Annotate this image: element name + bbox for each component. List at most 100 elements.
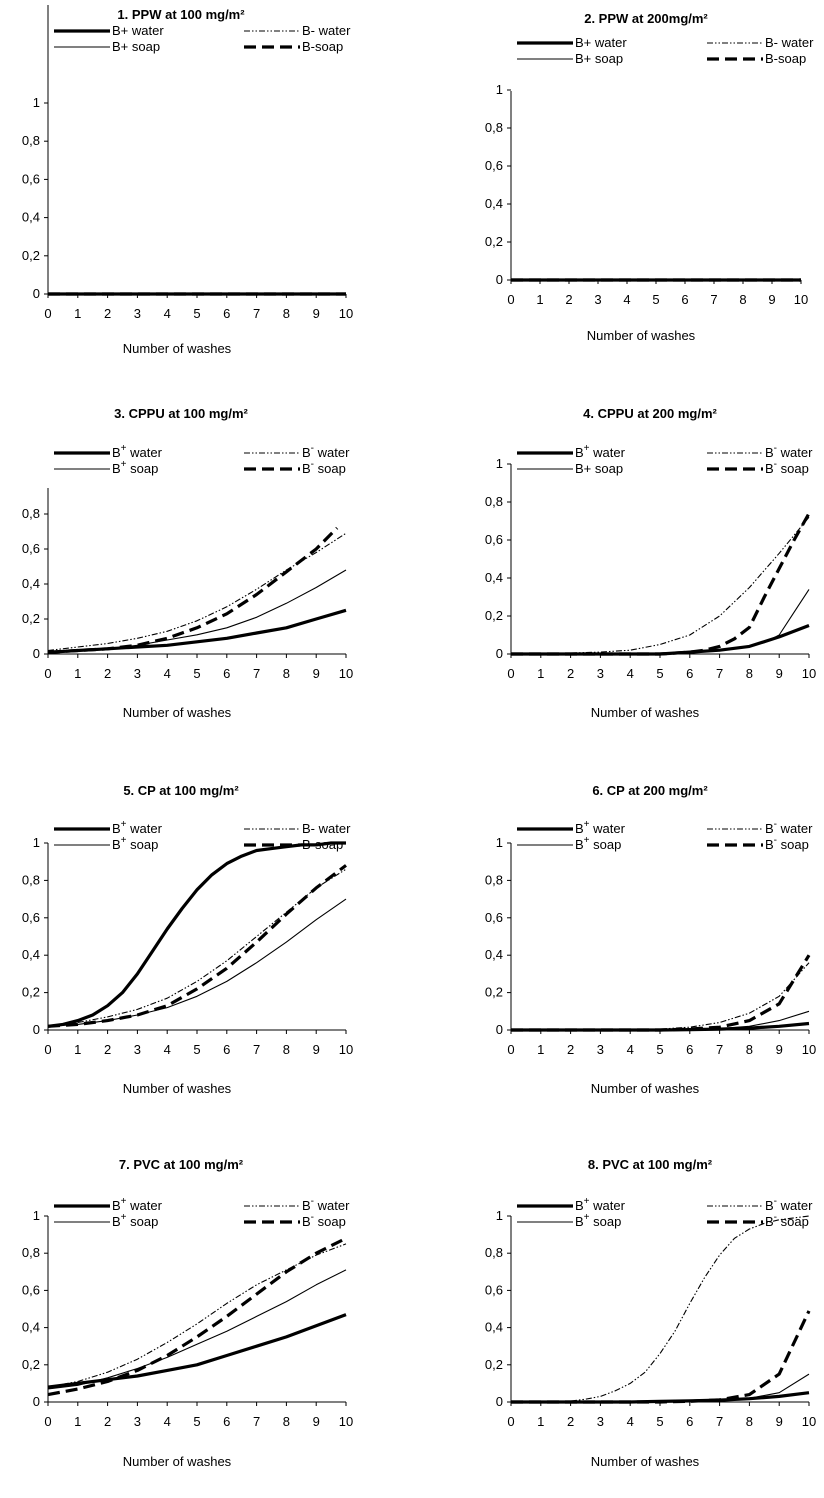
y-tick-label: 0 — [33, 286, 40, 301]
y-tick-label: 0,4 — [485, 947, 503, 962]
legend-label: B- water — [302, 1196, 350, 1213]
x-tick-label: 1 — [74, 306, 81, 321]
x-axis-label: Number of washes — [123, 341, 232, 356]
x-tick-label: 2 — [567, 666, 574, 681]
y-tick-label: 0,4 — [22, 1320, 40, 1335]
legend-label: B+ soap — [575, 51, 623, 66]
series-line — [511, 954, 811, 1032]
y-tick-label: 0,2 — [22, 1357, 40, 1372]
y-tick-label: 0,8 — [485, 494, 503, 509]
legend-label: B+ soap — [112, 39, 160, 54]
y-tick-label: 0,8 — [22, 133, 40, 148]
legend-label: B- water — [765, 819, 813, 836]
x-axis-label: Number of washes — [591, 1081, 700, 1096]
series-line — [47, 898, 347, 1027]
y-tick-label: 0,8 — [485, 872, 503, 887]
y-tick-label: 0,2 — [22, 985, 40, 1000]
x-tick-label: 10 — [339, 1414, 353, 1429]
x-tick-label: 6 — [223, 306, 230, 321]
x-tick-label: 5 — [193, 1414, 200, 1429]
legend-label: B- soap — [765, 835, 809, 852]
x-tick-label: 10 — [339, 306, 353, 321]
x-tick-label: 0 — [507, 292, 514, 307]
y-tick-label: 0 — [33, 646, 40, 661]
legend-label: B- water — [302, 821, 351, 836]
y-tick-label: 0,2 — [22, 611, 40, 626]
chart-title: 6. CP at 200 mg/m² — [592, 783, 708, 798]
series-line — [511, 1215, 810, 1403]
x-tick-label: 0 — [507, 1414, 514, 1429]
x-tick-label: 10 — [339, 666, 353, 681]
chart-panel-7: 7. PVC at 100 mg/m² B+ water B- water B+ so… — [22, 1157, 353, 1469]
x-tick-label: 1 — [74, 666, 81, 681]
x-tick-label: 3 — [134, 1414, 141, 1429]
x-tick-label: 7 — [253, 666, 260, 681]
x-tick-label: 0 — [44, 306, 51, 321]
series-line — [47, 1236, 347, 1397]
legend-label: B- soap — [765, 459, 809, 476]
x-tick-label: 9 — [776, 1414, 783, 1429]
legend-label: B+ water — [575, 443, 626, 460]
legend-label: B- soap — [302, 1212, 346, 1229]
x-tick-label: 3 — [594, 292, 601, 307]
legend-label: B+ soap — [112, 1212, 158, 1229]
chart-title: 8. PVC at 100 mg/m² — [588, 1157, 713, 1172]
y-tick-label: 0,2 — [485, 985, 503, 1000]
chart-title: 1. PPW at 100 mg/m² — [117, 7, 245, 22]
legend-label: B+ water — [112, 1196, 163, 1213]
y-tick-label: 1 — [496, 82, 503, 97]
x-tick-label: 9 — [768, 292, 775, 307]
legend-label: B+ water — [112, 819, 163, 836]
legend-label: B+ water — [112, 443, 163, 460]
y-tick-label: 0,8 — [22, 1245, 40, 1260]
series-line — [47, 532, 347, 652]
y-tick-label: 0,4 — [485, 1320, 503, 1335]
x-tick-label: 7 — [253, 1414, 260, 1429]
y-tick-label: 0,8 — [485, 1245, 503, 1260]
series-line — [511, 1310, 811, 1404]
y-tick-label: 0 — [496, 272, 503, 287]
x-tick-label: 3 — [134, 666, 141, 681]
y-tick-label: 1 — [33, 95, 40, 110]
legend-label: B+ water — [575, 819, 626, 836]
x-tick-label: 1 — [537, 1414, 544, 1429]
series-line — [47, 608, 347, 654]
legend-label: B+ soap — [575, 835, 621, 852]
series-line — [511, 516, 810, 655]
x-tick-label: 4 — [627, 1414, 634, 1429]
y-tick-label: 0,8 — [485, 120, 503, 135]
x-tick-label: 10 — [802, 1042, 816, 1057]
y-tick-label: 0,2 — [485, 1357, 503, 1372]
x-tick-label: 5 — [656, 666, 663, 681]
x-tick-label: 0 — [507, 666, 514, 681]
y-tick-label: 1 — [33, 1208, 40, 1223]
x-tick-label: 5 — [652, 292, 659, 307]
y-tick-label: 1 — [33, 835, 40, 850]
y-tick-label: 0 — [496, 1394, 503, 1409]
x-tick-label: 9 — [313, 1414, 320, 1429]
x-tick-label: 2 — [104, 306, 111, 321]
x-axis-label: Number of washes — [123, 705, 232, 720]
y-tick-label: 0,6 — [485, 532, 503, 547]
series-line — [47, 841, 346, 1028]
chart-panel-5: 5. CP at 100 mg/m² B+ water B- water B+ soa… — [22, 783, 353, 1096]
x-tick-label: 4 — [164, 306, 171, 321]
x-tick-label: 1 — [536, 292, 543, 307]
x-tick-label: 3 — [134, 1042, 141, 1057]
chart-panel-8: 8. PVC at 100 mg/m² B+ water B- water B+ so… — [485, 1157, 816, 1469]
x-tick-label: 7 — [716, 1042, 723, 1057]
legend-label: B-soap — [302, 39, 343, 54]
legend-label: B- water — [302, 23, 351, 38]
y-tick-label: 0,2 — [485, 234, 503, 249]
y-tick-label: 0,6 — [22, 910, 40, 925]
y-tick-label: 0,6 — [22, 1282, 40, 1297]
x-tick-label: 0 — [44, 666, 51, 681]
x-tick-label: 5 — [656, 1414, 663, 1429]
x-tick-label: 0 — [507, 1042, 514, 1057]
legend-label: B+ water — [112, 23, 164, 38]
x-tick-label: 3 — [597, 1414, 604, 1429]
x-axis-label: Number of washes — [591, 1454, 700, 1469]
x-tick-label: 0 — [44, 1042, 51, 1057]
x-tick-label: 6 — [223, 1414, 230, 1429]
